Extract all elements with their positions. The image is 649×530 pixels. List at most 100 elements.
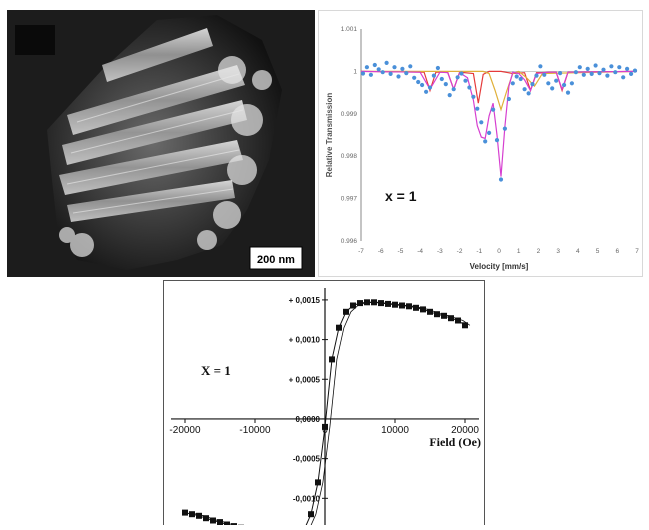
mossbauer-data-point [467,85,471,89]
mossbauer-data-point [456,75,460,79]
mossbauer-data-point [621,75,625,79]
mossbauer-data-point [463,79,467,83]
mossbauer-y-tick-label: 0.997 [341,196,358,203]
magnetization-y-tick-label: + 0,0010 [289,336,321,345]
magnetization-data-point [441,313,447,319]
magnetization-data-point [420,306,426,312]
mossbauer-data-point [404,71,408,75]
mossbauer-data-point [625,67,629,71]
magnetization-data-point [357,300,363,306]
mossbauer-data-point [396,74,400,78]
magnetization-chart-panel: -20000-1000001000020000-0,0015-0,0010-0,… [163,280,485,525]
mossbauer-y-tick-label: 0.999 [341,111,358,118]
magnetization-data-point [455,318,461,324]
mossbauer-data-point [546,81,550,85]
mossbauer-y-tick-label: 0.996 [341,238,358,245]
scale-bar-label: 200 nm [257,254,295,266]
magnetization-data-point [427,309,433,315]
magnetization-y-tick-label: -0,0005 [293,455,321,464]
mossbauer-y-tick-label: 1 [353,68,357,75]
mossbauer-data-point [440,77,444,81]
magnetization-data-point [203,515,209,521]
magnetization-data-point [434,311,440,317]
magnetization-data-point [462,322,468,328]
magnetization-y-tick-label: 0,0000 [296,415,321,424]
mossbauer-data-point [444,82,448,86]
magnetization-data-point [322,424,328,430]
mossbauer-fit-line-1 [361,71,637,103]
magnetization-data-point [378,300,384,306]
mossbauer-data-point [582,73,586,77]
magnetization-data-point [385,301,391,307]
mossbauer-data-point [452,87,456,91]
mossbauer-data-point [424,90,428,94]
mossbauer-x-tick-label: 5 [596,248,600,255]
magnetization-data-point [217,519,223,525]
mossbauer-data-point [586,67,590,71]
mossbauer-data-point [538,64,542,68]
magnetization-data-point [315,479,321,485]
mossbauer-data-point [479,120,483,124]
mossbauer-x-tick-label: 1 [517,248,521,255]
mossbauer-data-point [385,61,389,65]
mossbauer-data-point [471,95,475,99]
mossbauer-data-point [542,73,546,77]
mossbauer-data-point [511,81,515,85]
magnetization-data-point [343,309,349,315]
mossbauer-y-tick-label: 0.998 [341,153,358,160]
mossbauer-data-point [574,70,578,74]
mossbauer-data-point [400,67,404,71]
mossbauer-data-point [448,93,452,97]
mossbauer-x-tick-label: -5 [398,248,404,255]
mossbauer-data-point [594,63,598,67]
magnetization-data-point [413,305,419,311]
mossbauer-x-tick-label: -4 [417,248,423,255]
mossbauer-data-point [483,139,487,143]
mossbauer-data-point [609,64,613,68]
magnetization-annotation: X = 1 [201,363,231,378]
mossbauer-data-point [475,107,479,111]
mossbauer-data-point [432,74,436,78]
magnetization-data-point [406,303,412,309]
mossbauer-chart: 0.9960.9970.9980.99911.001-7-6-5-4-3-2-1… [319,11,642,276]
mossbauer-data-point [530,82,534,86]
mossbauer-annotation: x = 1 [385,188,417,204]
magnetization-x-tick-label: -10000 [239,425,271,436]
mossbauer-x-axis-label: Velocity [mm/s] [470,262,529,271]
mossbauer-data-point [629,72,633,76]
magnetization-data-point [210,518,216,524]
mossbauer-data-point [550,86,554,90]
mossbauer-data-point [601,68,605,72]
magnetization-x-axis-label: Field (Oe) [429,435,481,449]
mossbauer-data-point [369,73,373,77]
mossbauer-y-axis-label: Relative Transmission [325,93,334,178]
mossbauer-data-point [527,91,531,95]
magnetization-y-tick-label: + 0,0005 [289,375,321,384]
mossbauer-fit-line-2 [361,71,637,109]
magnetization-data-point [224,522,230,526]
magnetization-data-point [371,299,377,305]
mossbauer-data-point [515,74,519,78]
mossbauer-x-tick-label: 6 [615,248,619,255]
mossbauer-data-point [412,76,416,80]
magnetization-curve-branch [190,302,470,525]
mossbauer-x-tick-label: 0 [497,248,501,255]
mossbauer-data-point [377,67,381,71]
mossbauer-x-tick-label: -1 [476,248,482,255]
mossbauer-data-point [491,108,495,112]
mossbauer-data-point [365,65,369,69]
mossbauer-data-point [503,127,507,131]
mossbauer-data-point [373,63,377,67]
mossbauer-x-tick-label: 7 [635,248,639,255]
mossbauer-data-point [487,131,491,135]
mossbauer-data-point [578,65,582,69]
mossbauer-data-point [590,72,594,76]
mossbauer-data-point [562,83,566,87]
mossbauer-data-point [361,71,365,75]
mossbauer-data-point [459,71,463,75]
mossbauer-data-point [597,71,601,75]
magnetization-data-point [448,315,454,321]
mossbauer-data-point [436,66,440,70]
mossbauer-data-point [566,91,570,95]
mossbauer-fit-line-3 [361,71,637,176]
